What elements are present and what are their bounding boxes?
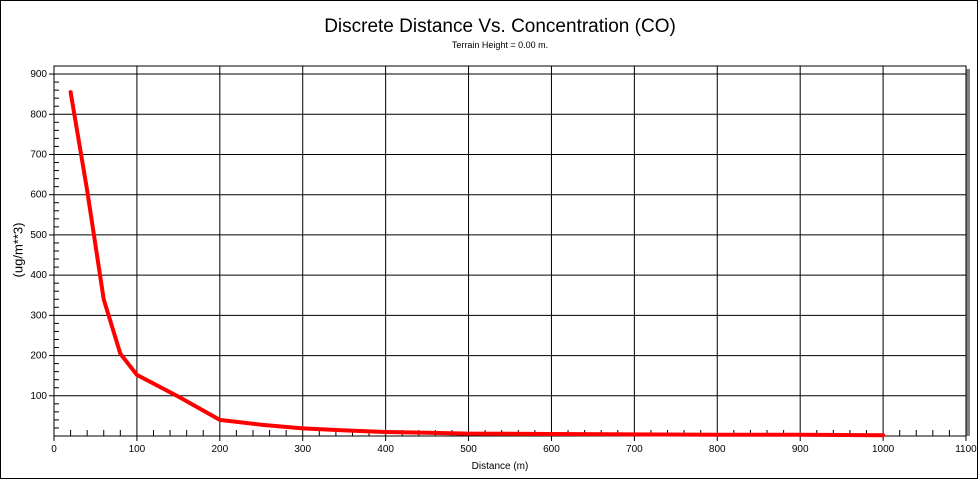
x-tick-label: 200 [211,444,228,455]
x-tick-label: 1100 [955,444,977,455]
y-tick-label: 100 [30,391,47,402]
x-tick-label: 0 [51,444,57,455]
plot-shadow [966,69,970,436]
y-tick-label: 700 [30,149,47,160]
x-tick-label: 1000 [872,444,895,455]
x-tick-label: 800 [709,444,726,455]
y-tick-label: 400 [30,270,47,281]
x-tick-label: 500 [460,444,477,455]
x-tick-label: 400 [377,444,394,455]
x-tick-label: 700 [626,444,643,455]
y-tick-label: 500 [30,230,47,241]
y-tick-label: 900 [30,69,47,80]
x-tick-label: 900 [792,444,809,455]
chart-title: Discrete Distance Vs. Concentration (CO) [324,16,676,37]
y-tick-label: 200 [30,351,47,362]
plot-area [53,65,967,437]
x-tick-label: 600 [543,444,560,455]
x-tick-label: 300 [294,444,311,455]
y-tick-label: 300 [30,310,47,321]
series-line [68,90,886,438]
x-tick-label: 100 [129,444,146,455]
x-axis-label: Distance (m) [471,461,529,472]
chart-subtitle: Terrain Height = 0.00 m. [451,40,549,50]
y-tick-label: 800 [30,109,47,120]
y-tick-label: 600 [30,190,47,201]
